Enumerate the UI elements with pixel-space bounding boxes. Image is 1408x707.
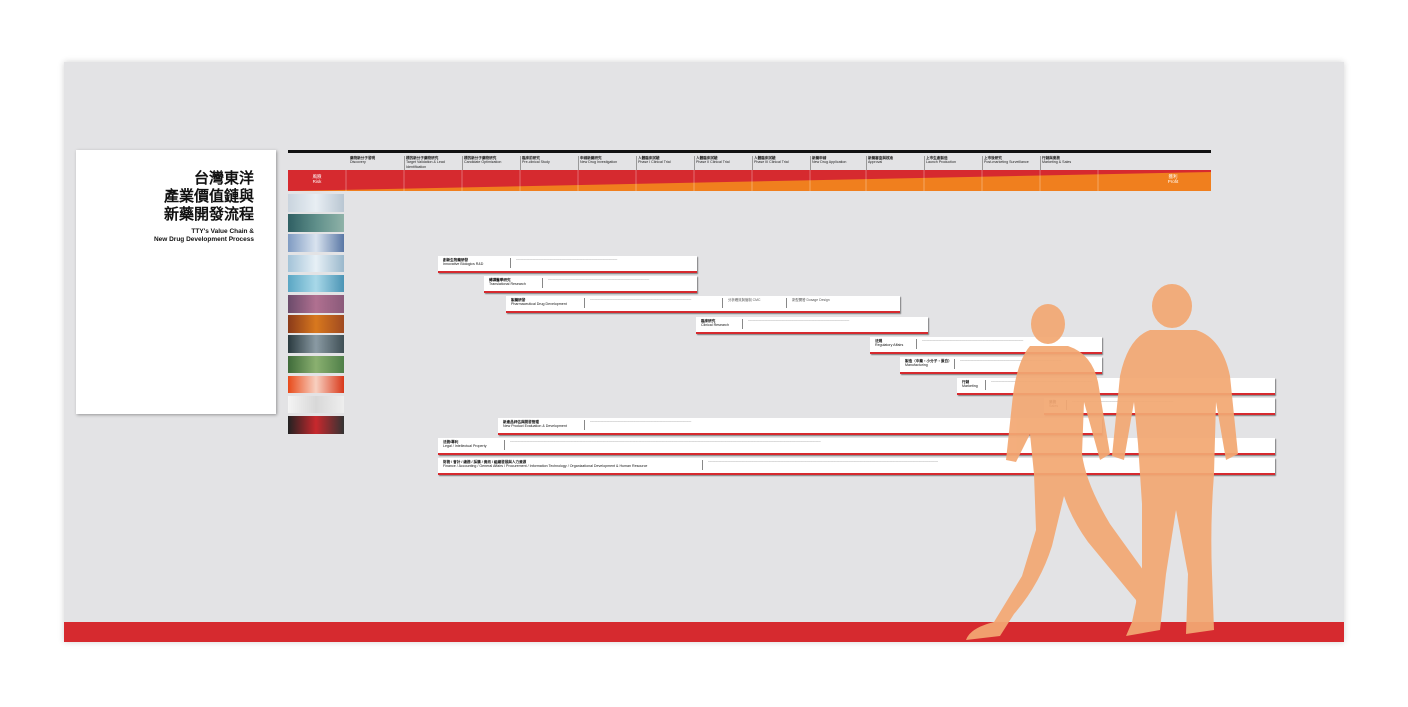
row-clinical-research: 臨床研究 Clinical Research ━━━━━━━━━━━━━━━━━━… bbox=[696, 317, 928, 334]
photo-thumbnail bbox=[288, 254, 344, 273]
floor-red-stripe bbox=[64, 622, 1344, 642]
stage-phase-3: 人體臨床試驗 Phase III Clinical Trial bbox=[754, 156, 789, 165]
stage-new-drug-investigation: 申請新藥研究 New Drug Investigation bbox=[580, 156, 618, 165]
photo-thumbnail bbox=[288, 315, 344, 333]
stage-approval: 新藥審查與核准 Approval bbox=[868, 156, 894, 165]
title-zh-line-3: 新藥開發流程 bbox=[163, 206, 254, 223]
row-new-product-evaluation: 新產品評估與開發管理 New Product Evaluation & Devel… bbox=[498, 418, 1102, 435]
stage-marketing-sales: 行銷與業務 Marketing & Sales bbox=[1042, 156, 1072, 165]
photo-thumbnail bbox=[288, 375, 344, 394]
photo-thumbnail bbox=[288, 355, 344, 374]
photo-thumbnail bbox=[288, 234, 344, 252]
stage-candidate-optimization: 標的新分子藥物研究 Candidate Optimization bbox=[464, 156, 502, 165]
stage-target-validation: 標的新分子藥物研究 Target Validation & Lead Identi… bbox=[406, 156, 445, 169]
stage-phase-1: 人體臨床試驗 Phase I Clinical Trial bbox=[638, 156, 671, 165]
cmc-label: 分析確效與管制 CMC bbox=[728, 298, 761, 302]
title-zh-line-1: 台灣東洋 bbox=[193, 170, 254, 187]
timeline-top-rule bbox=[288, 150, 1211, 153]
title-panel: 台灣東洋 產業價值鏈與 新藥開發流程 TTY's Value Chain & N… bbox=[76, 150, 276, 414]
row-pharmaceutical-development: 製藥研發 Pharmaceutical Drug Development ━━━━… bbox=[506, 296, 900, 313]
stage-separator bbox=[810, 156, 811, 170]
photo-thumbnail bbox=[288, 214, 344, 232]
row-innovative-biologics: 創新生物藥研發 Innovative Biologics R&D ━━━━━━━━… bbox=[438, 256, 697, 273]
stage-separator bbox=[404, 156, 405, 170]
stage-separator bbox=[578, 156, 579, 170]
title-en-line-1: TTY's Value Chain & bbox=[191, 228, 254, 235]
photo-thumbnail bbox=[288, 395, 344, 414]
stage-separator bbox=[636, 156, 637, 170]
stage-separator bbox=[924, 156, 925, 170]
stage-post-marketing: 上市後研究 Post-marketing Surveillance bbox=[984, 156, 1029, 165]
stage-preclinical: 臨床前研究 Pre-clinical Study bbox=[522, 156, 550, 165]
stage-separator bbox=[752, 156, 753, 170]
title-chinese: 台灣東洋 產業價值鏈與 新藥開發流程 bbox=[164, 170, 254, 224]
stage-separator bbox=[982, 156, 983, 170]
profit-label: 獲利 Profit bbox=[1167, 174, 1179, 184]
risk-label: 風險 Risk bbox=[312, 174, 322, 184]
stage-launch-production: 上市生產製造 Launch Production bbox=[926, 156, 956, 165]
photo-thumbnail bbox=[288, 416, 344, 434]
row-translational-research: 轉譯醫學研究 Translational Research ━━━━━━━━━━━… bbox=[484, 276, 697, 293]
risk-profit-bar bbox=[288, 170, 1211, 191]
stage-separator bbox=[694, 156, 695, 170]
title-english: TTY's Value Chain & New Drug Development… bbox=[154, 228, 254, 244]
walking-people-silhouette bbox=[966, 284, 1238, 640]
stage-nda: 新藥申請 New Drug Application bbox=[812, 156, 847, 165]
stage-separator bbox=[866, 156, 867, 170]
stage-phase-2: 人體臨床試驗 Phase II Clinical Trial bbox=[696, 156, 730, 165]
title-en-line-2: New Drug Development Process bbox=[153, 236, 254, 243]
photo-thumbnail bbox=[288, 274, 344, 293]
photo-thumbnail bbox=[288, 194, 344, 212]
dosage-design-label: 劑型開發 Dosage Design bbox=[792, 298, 830, 302]
title-zh-line-2: 產業價值鏈與 bbox=[163, 188, 254, 205]
photo-strip bbox=[288, 194, 344, 436]
stage-separator bbox=[1040, 156, 1041, 170]
photo-thumbnail bbox=[288, 335, 344, 353]
stage-discovery: 藥物新分子發現 Discovery bbox=[350, 156, 376, 165]
stage-separator bbox=[520, 156, 521, 170]
photo-thumbnail bbox=[288, 294, 344, 313]
stage-separator bbox=[462, 156, 463, 170]
